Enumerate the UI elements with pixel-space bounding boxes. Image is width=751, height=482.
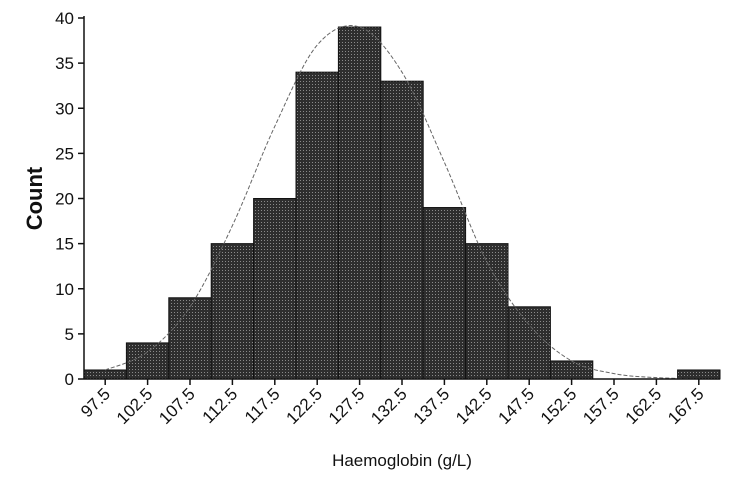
x-tick-label: 152.5 [537, 384, 581, 428]
y-tick-label: 35 [55, 54, 74, 73]
x-tick-label: 142.5 [452, 384, 496, 428]
x-tick-label: 132.5 [367, 384, 411, 428]
y-tick-label: 30 [55, 99, 74, 118]
x-tick-label: 137.5 [410, 384, 454, 428]
bar-152.5 [549, 360, 594, 380]
x-tick-label: 112.5 [199, 384, 242, 427]
bar-97.5 [83, 369, 127, 380]
bar-167.5 [677, 369, 721, 380]
x-tick-label: 102.5 [113, 384, 157, 428]
bar-147.5 [507, 306, 551, 380]
x-tick-label: 107.5 [155, 384, 199, 428]
fit-curve-group [105, 25, 699, 380]
x-axis-label: Haemoglobin (g/L) [332, 451, 472, 470]
bar-142.5 [465, 243, 509, 380]
x-tick-label: 167.5 [664, 384, 708, 428]
normal-fit-curve [105, 25, 699, 380]
y-axis-label: Count [22, 166, 47, 230]
bar-122.5 [295, 71, 339, 380]
bar-132.5 [380, 80, 424, 380]
x-tick-label: 97.5 [77, 384, 114, 421]
x-tick-label: 157.5 [579, 384, 623, 428]
y-tick-label: 15 [55, 235, 74, 254]
x-tick-label: 122.5 [283, 384, 327, 428]
y-tick-label: 10 [55, 280, 74, 299]
bar-127.5 [337, 26, 382, 380]
bar-112.5 [210, 243, 255, 380]
y-tick-label: 25 [55, 144, 74, 163]
x-tick-label: 127.5 [325, 384, 369, 428]
bar-137.5 [422, 207, 467, 380]
bar-117.5 [253, 198, 297, 380]
bars-group [83, 26, 721, 380]
bar-102.5 [125, 342, 170, 380]
y-tick-label: 20 [55, 190, 74, 209]
x-tick-label: 117.5 [241, 384, 284, 427]
x-tick-label: 162.5 [622, 384, 666, 428]
bar-107.5 [168, 297, 212, 380]
y-tick-label: 0 [65, 370, 74, 389]
y-tick-label: 5 [65, 325, 74, 344]
y-tick-label: 40 [55, 9, 74, 28]
x-tick-label: 147.5 [495, 384, 539, 428]
